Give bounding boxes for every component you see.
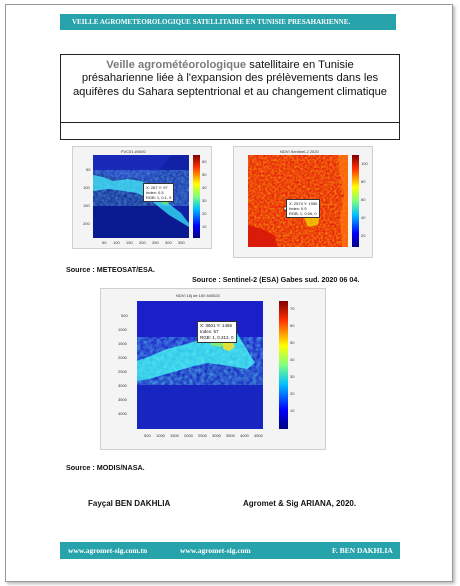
datatip: X: 3601 Y: 1465 Index: 57 RGB: 1, 0.312, 0 bbox=[197, 321, 237, 343]
colorbar-tick: 80 bbox=[361, 179, 366, 184]
x-tick: 2000 bbox=[184, 433, 193, 438]
x-tick: 50 bbox=[102, 240, 107, 245]
y-tick: 1500 bbox=[118, 341, 127, 346]
header-band: VEILLE AGROMETEOROLOGIQUE SATELLITAIRE E… bbox=[60, 14, 396, 30]
meteosat-map-image bbox=[93, 155, 189, 238]
title-highlight: Veille agrométéorologique bbox=[106, 59, 247, 71]
signature-org: Agromet & Sig ARIANA, 2020. bbox=[243, 499, 357, 508]
x-tick: 350 bbox=[178, 240, 185, 245]
y-tick: 4000 bbox=[118, 411, 127, 416]
datatip: X: 2574 Y: 1950 Index: 0.5 RGB: 1, 0.06, 0 bbox=[286, 199, 321, 218]
colorbar-tick: 20 bbox=[290, 391, 295, 396]
colorbar-tick: 30 bbox=[290, 374, 295, 379]
colorbar-tick: 60 bbox=[361, 197, 366, 202]
x-tick: 3000 bbox=[212, 433, 221, 438]
document-title: Veille agrométéorologique satellitaire e… bbox=[61, 55, 399, 123]
y-tick: 50 bbox=[86, 167, 91, 172]
x-tick: 4000 bbox=[240, 433, 249, 438]
colorbar-tick: 100 bbox=[361, 161, 368, 166]
colorbar-tick: 60 bbox=[202, 159, 207, 164]
x-tick: 250 bbox=[152, 240, 159, 245]
colorbar-tick: 60 bbox=[290, 323, 295, 328]
x-tick: 1000 bbox=[156, 433, 165, 438]
source-sentinel: Source : Sentinel-2 (ESA) Gabes sud. 202… bbox=[192, 275, 360, 284]
x-tick: 200 bbox=[139, 240, 146, 245]
datatip: X: 267 Y: 97 Index: 0.5 RGB: 1, 0.1, 0 bbox=[143, 183, 175, 202]
colorbar-tick: 30 bbox=[202, 198, 207, 203]
signature-author: Fayçal BEN DAKHLIA bbox=[88, 499, 171, 508]
y-tick: 3500 bbox=[118, 397, 127, 402]
colorbar-tick: 10 bbox=[290, 408, 295, 413]
x-tick: 150 bbox=[126, 240, 133, 245]
figure-title: FVC01 #0000 bbox=[121, 149, 146, 154]
y-tick: 500 bbox=[121, 313, 128, 318]
footer-author: F. BEN DAKHLIA bbox=[332, 546, 393, 555]
colorbar-tick: 70 bbox=[290, 306, 295, 311]
y-tick: 150 bbox=[83, 203, 90, 208]
footer-band: www.agromet-sig.com.tn www.agromet-sig.c… bbox=[60, 542, 400, 559]
colorbar bbox=[279, 301, 288, 429]
colorbar-tick: 50 bbox=[202, 172, 207, 177]
x-tick: 4500 bbox=[254, 433, 263, 438]
colorbar-tick: 40 bbox=[202, 185, 207, 190]
x-tick: 300 bbox=[165, 240, 172, 245]
title-rest: satellitaire en Tunisie présaharienne li… bbox=[72, 59, 388, 98]
y-tick: 2000 bbox=[118, 355, 127, 360]
colorbar-tick: 40 bbox=[290, 357, 295, 362]
colorbar-tick: 20 bbox=[361, 233, 366, 238]
figure-meteosat: FVC01 #0000 X: 267 Y: 97 Index: 0.5 RGB: 1… bbox=[72, 146, 212, 249]
title-divider bbox=[61, 122, 399, 123]
x-tick: 2500 bbox=[198, 433, 207, 438]
colorbar bbox=[352, 155, 359, 247]
y-tick: 200 bbox=[83, 221, 90, 226]
figure-modis: NDVI 16j de 160 840520 X: 3601 Y: 1465 In… bbox=[100, 288, 326, 450]
figure-title: NDVI Sentinel-2 2020 bbox=[280, 149, 319, 154]
y-tick: 100 bbox=[83, 185, 90, 190]
figure-sentinel: NDVI Sentinel-2 2020 X: 2574 Y: 1950 Inde… bbox=[233, 146, 373, 258]
footer-link-com[interactable]: www.agromet-sig.com bbox=[180, 546, 251, 555]
source-modis: Source : MODIS/NASA. bbox=[66, 463, 145, 472]
colorbar-tick: 10 bbox=[202, 224, 207, 229]
footer-link-tn[interactable]: www.agromet-sig.com.tn bbox=[68, 546, 148, 555]
x-tick: 3500 bbox=[226, 433, 235, 438]
x-tick: 500 bbox=[144, 433, 151, 438]
x-tick: 1500 bbox=[170, 433, 179, 438]
y-tick: 3000 bbox=[118, 383, 127, 388]
colorbar-tick: 20 bbox=[202, 211, 207, 216]
colorbar bbox=[193, 155, 200, 238]
colorbar-tick: 40 bbox=[361, 215, 366, 220]
source-meteosat: Source : METEOSAT/ESA. bbox=[66, 265, 155, 274]
title-box: Veille agrométéorologique satellitaire e… bbox=[60, 54, 400, 140]
y-tick: 2500 bbox=[118, 369, 127, 374]
y-tick: 1000 bbox=[118, 327, 127, 332]
x-tick: 100 bbox=[113, 240, 120, 245]
figure-title: NDVI 16j de 160 840520 bbox=[176, 293, 220, 298]
colorbar-tick: 50 bbox=[290, 340, 295, 345]
